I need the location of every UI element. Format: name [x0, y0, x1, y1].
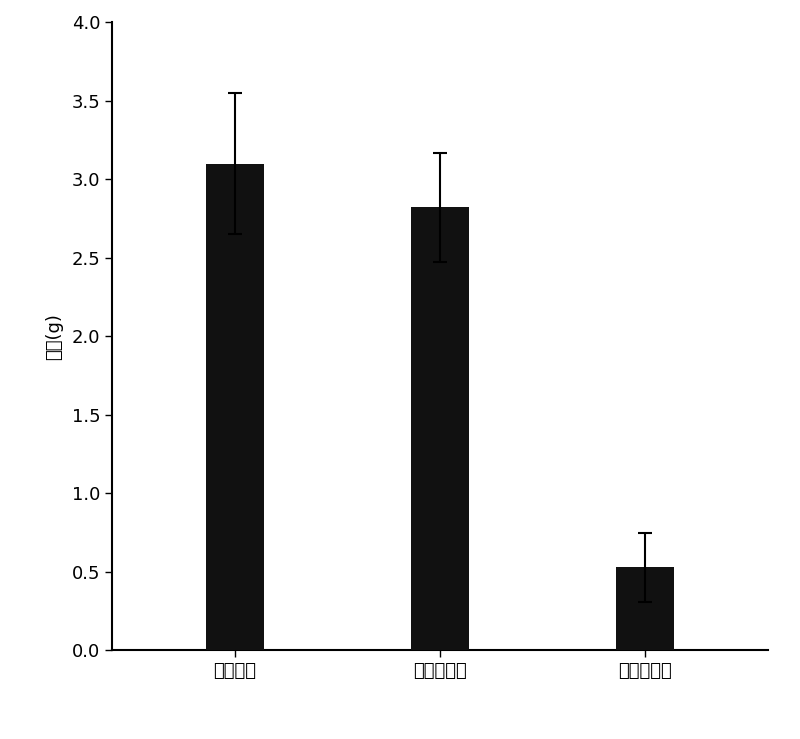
- Bar: [616, 567, 674, 650]
- Y-axis label: 瘤重(g): 瘤重(g): [45, 313, 63, 360]
- Bar: [206, 163, 264, 650]
- Bar: [411, 208, 469, 650]
